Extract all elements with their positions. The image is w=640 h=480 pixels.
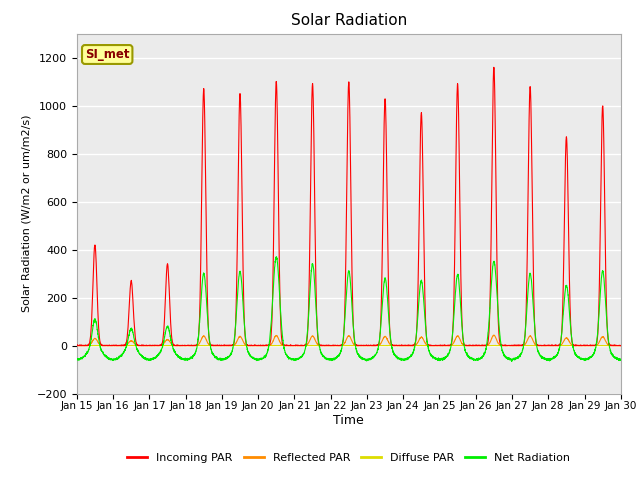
Text: SI_met: SI_met bbox=[85, 48, 129, 61]
Y-axis label: Solar Radiation (W/m2 or um/m2/s): Solar Radiation (W/m2 or um/m2/s) bbox=[21, 115, 31, 312]
Title: Solar Radiation: Solar Radiation bbox=[291, 13, 407, 28]
Legend: Incoming PAR, Reflected PAR, Diffuse PAR, Net Radiation: Incoming PAR, Reflected PAR, Diffuse PAR… bbox=[123, 448, 575, 467]
X-axis label: Time: Time bbox=[333, 414, 364, 427]
